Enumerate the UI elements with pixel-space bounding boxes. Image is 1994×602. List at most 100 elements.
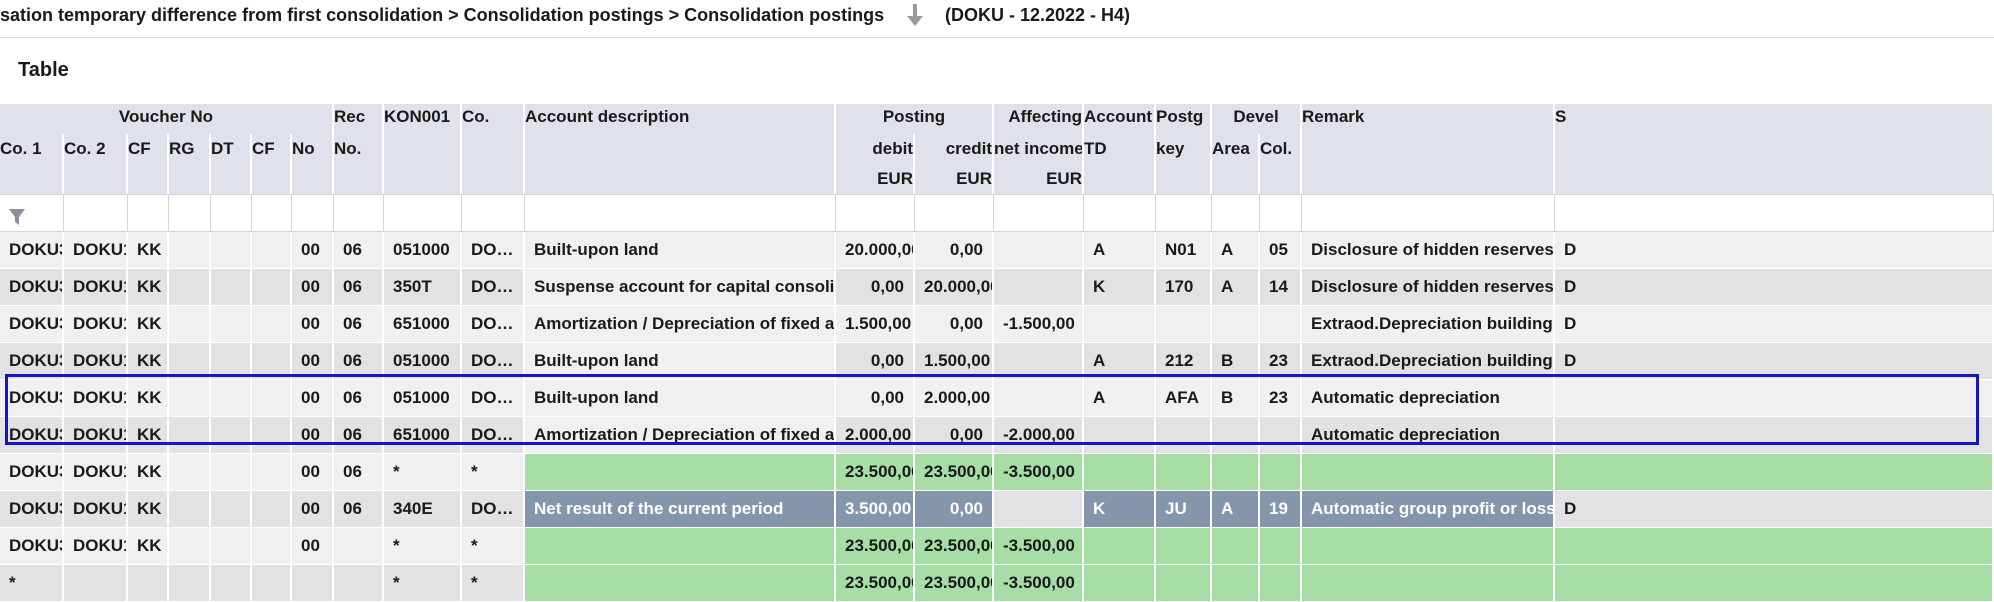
header-dt[interactable]: DT (211, 134, 252, 164)
cell-rec[interactable]: 06 (334, 380, 384, 417)
cell-td[interactable] (1084, 528, 1156, 565)
cell-col[interactable] (1260, 565, 1302, 602)
cell-aff[interactable]: -2.000,00 (994, 417, 1084, 454)
cell-credit[interactable]: 20.000,00 (915, 269, 994, 306)
cell-desc[interactable]: Net result of the current period (525, 491, 836, 528)
cell-td[interactable] (1084, 306, 1156, 343)
cell-co[interactable]: DOK... (462, 417, 525, 454)
cell-co[interactable]: DOK... (462, 306, 525, 343)
cell-co1[interactable]: DOKU3 (0, 528, 64, 565)
cell-aff[interactable]: -1.500,00 (994, 306, 1084, 343)
header-rec-no[interactable]: No. (334, 134, 384, 164)
cell-cf[interactable]: KK (128, 491, 169, 528)
header-debit[interactable]: debit (836, 134, 915, 164)
cell-rg[interactable] (169, 232, 211, 269)
cell-no[interactable]: 00 (292, 454, 334, 491)
table-row[interactable]: DOKU3 DOKU1 KK 00 06 340E DOK... Net result of … (0, 491, 1994, 528)
cell-debit[interactable]: 0,00 (836, 343, 915, 380)
cell-area[interactable]: A (1212, 232, 1260, 269)
cell-s[interactable] (1555, 565, 1994, 602)
cell-dt[interactable] (211, 528, 252, 565)
cell-co[interactable]: DOK... (462, 380, 525, 417)
cell-cf[interactable]: KK (128, 269, 169, 306)
header-rec[interactable]: Rec (334, 104, 384, 134)
filter-icon[interactable] (8, 208, 26, 226)
cell-col[interactable]: 23 (1260, 343, 1302, 380)
filter-cell[interactable] (462, 194, 525, 232)
cell-rec[interactable]: 06 (334, 232, 384, 269)
cell-rg[interactable] (169, 491, 211, 528)
table-row[interactable]: DOKU3 DOKU1 KK 00 06 051000 DOK... Built-upon l… (0, 380, 1994, 417)
header-key[interactable]: key (1156, 134, 1212, 164)
cell-co2[interactable]: DOKU1 (64, 491, 128, 528)
cell-co1[interactable]: DOKU3 (0, 454, 64, 491)
cell-cf[interactable]: KK (128, 306, 169, 343)
cell-co1[interactable]: DOKU3 (0, 380, 64, 417)
filter-cell[interactable] (994, 194, 1084, 232)
cell-cf2[interactable] (252, 454, 292, 491)
cell-aff[interactable] (994, 232, 1084, 269)
cell-desc[interactable]: Amortization / Depreciation of fixed ass… (525, 306, 836, 343)
cell-co2[interactable]: DOKU1 (64, 417, 128, 454)
cell-cf2[interactable] (252, 380, 292, 417)
cell-aff[interactable] (994, 491, 1084, 528)
cell-td[interactable]: K (1084, 491, 1156, 528)
filter-cell[interactable] (211, 194, 252, 232)
cell-td[interactable] (1084, 454, 1156, 491)
cell-kon[interactable]: 051000 (384, 232, 462, 269)
cell-area[interactable]: B (1212, 343, 1260, 380)
cell-rec[interactable]: 06 (334, 417, 384, 454)
header-cf2[interactable]: CF (252, 134, 292, 164)
cell-cf2[interactable] (252, 528, 292, 565)
cell-rec[interactable] (334, 528, 384, 565)
cell-td[interactable]: A (1084, 232, 1156, 269)
header-account[interactable]: Account (1084, 104, 1156, 134)
cell-co[interactable]: * (462, 565, 525, 602)
cell-key[interactable]: 170 (1156, 269, 1212, 306)
cell-co1[interactable]: DOKU3 (0, 491, 64, 528)
cell-rg[interactable] (169, 269, 211, 306)
cell-cf[interactable]: KK (128, 417, 169, 454)
filter-cell[interactable] (128, 194, 169, 232)
table-row[interactable]: DOKU3 DOKU1 KK 00 06 * * 23.500,00 23.500,00 -3.5… (0, 454, 1994, 491)
cell-s[interactable]: D (1555, 232, 1994, 269)
cell-kon[interactable]: 350T (384, 269, 462, 306)
cell-cf2[interactable] (252, 343, 292, 380)
cell-kon[interactable]: * (384, 565, 462, 602)
cell-cf2[interactable] (252, 565, 292, 602)
cell-no[interactable]: 00 (292, 232, 334, 269)
cell-desc[interactable]: Built-upon land (525, 380, 836, 417)
cell-rec[interactable]: 06 (334, 491, 384, 528)
cell-co1[interactable]: DOKU3 (0, 306, 64, 343)
cell-debit[interactable]: 20.000,00 (836, 232, 915, 269)
table-row[interactable]: DOKU3 DOKU1 KK 00 06 051000 DOK... Built-upon l… (0, 232, 1994, 269)
cell-col[interactable] (1260, 417, 1302, 454)
header-remark[interactable]: Remark (1302, 104, 1555, 134)
cell-aff[interactable] (994, 343, 1084, 380)
cell-remark[interactable]: Automatic depreciation (1302, 380, 1555, 417)
cell-td[interactable] (1084, 417, 1156, 454)
filter-cell[interactable] (1302, 194, 1555, 232)
cell-area[interactable]: B (1212, 380, 1260, 417)
cell-co2[interactable]: DOKU1 (64, 380, 128, 417)
cell-no[interactable]: 00 (292, 306, 334, 343)
cell-co[interactable]: DOK... (462, 269, 525, 306)
cell-s[interactable] (1555, 417, 1994, 454)
cell-kon[interactable]: 051000 (384, 380, 462, 417)
cell-rg[interactable] (169, 343, 211, 380)
cell-rg[interactable] (169, 380, 211, 417)
filter-cell[interactable] (1212, 194, 1260, 232)
cell-area[interactable]: A (1212, 269, 1260, 306)
header-s[interactable]: S (1555, 104, 1994, 134)
cell-dt[interactable] (211, 417, 252, 454)
cell-s[interactable] (1555, 380, 1994, 417)
table-row[interactable]: DOKU3 DOKU1 KK 00 06 051000 DOK... Built-upon l… (0, 343, 1994, 380)
cell-col[interactable] (1260, 306, 1302, 343)
cell-credit[interactable]: 0,00 (915, 417, 994, 454)
filter-cell[interactable] (1260, 194, 1302, 232)
cell-co1[interactable]: DOKU3 (0, 232, 64, 269)
cell-cf2[interactable] (252, 232, 292, 269)
cell-co2[interactable]: DOKU1 (64, 232, 128, 269)
cell-remark[interactable] (1302, 528, 1555, 565)
header-td[interactable]: TD (1084, 134, 1156, 164)
